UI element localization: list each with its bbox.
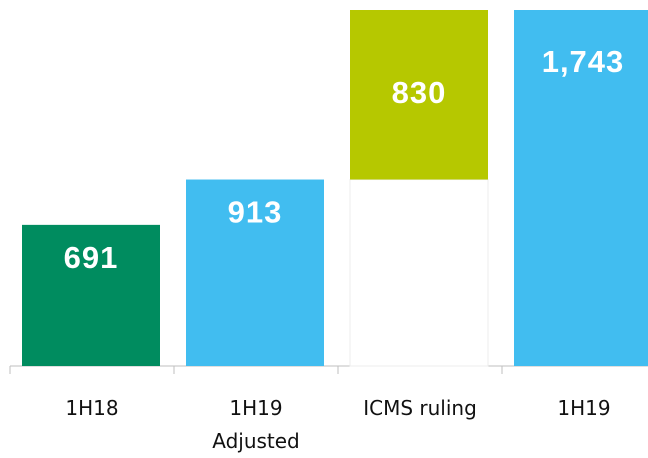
bar-base [349,179,489,367]
bar [186,179,324,366]
category-label: 1H19 [557,396,611,420]
bar [514,10,648,366]
value-label: 913 [228,195,283,230]
category-label: 1H19 Adjusted [212,396,300,453]
bar [22,224,160,366]
value-label: 1,743 [542,44,625,79]
category-label: 1H18 [65,396,119,420]
category-label: ICMS ruling [363,396,477,420]
value-label: 691 [64,240,119,275]
value-label: 830 [392,75,447,110]
bar [350,10,488,180]
